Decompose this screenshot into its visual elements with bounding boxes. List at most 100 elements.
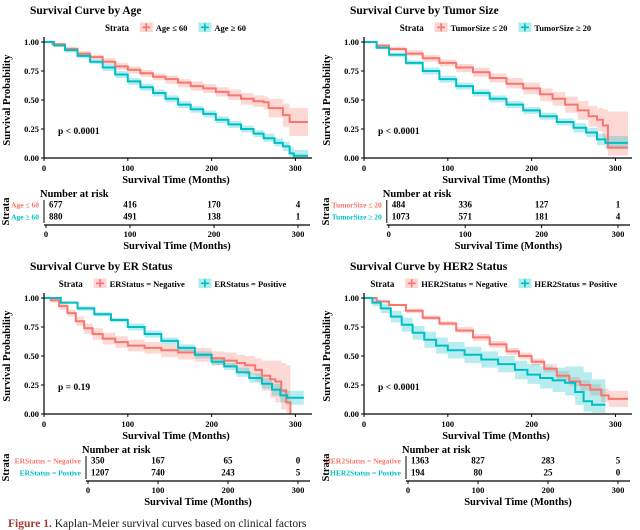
svg-text:Survival Time (Months): Survival Time (Months) [455, 241, 563, 252]
svg-text:300: 300 [292, 229, 305, 239]
svg-text:Strata: Strata [400, 23, 424, 33]
svg-text:350: 350 [91, 456, 105, 466]
svg-text:1073: 1073 [392, 212, 411, 222]
svg-text:ERStatus = Negative: ERStatus = Negative [110, 279, 185, 289]
svg-text:TumorSize ≤ 20: TumorSize ≤ 20 [451, 23, 508, 33]
svg-text:0: 0 [296, 456, 301, 466]
svg-text:Survival Time (Months): Survival Time (Months) [442, 431, 550, 442]
svg-text:0.00: 0.00 [344, 409, 359, 419]
svg-text:1363: 1363 [411, 456, 430, 466]
svg-text:Survival Time (Months): Survival Time (Months) [122, 175, 230, 186]
svg-text:p = 0.19: p = 0.19 [58, 383, 90, 393]
svg-text:Survival Curve by HER2 Status: Survival Curve by HER2 Status [350, 261, 508, 273]
svg-text:0: 0 [44, 229, 48, 239]
svg-text:200: 200 [542, 485, 555, 495]
svg-text:TumorSize ≥ 20: TumorSize ≥ 20 [332, 213, 382, 222]
svg-text:1: 1 [296, 212, 301, 222]
svg-text:194: 194 [411, 468, 425, 478]
svg-text:100: 100 [124, 229, 137, 239]
svg-text:0.75: 0.75 [24, 322, 39, 332]
svg-text:1.00: 1.00 [24, 37, 39, 47]
svg-text:0: 0 [42, 163, 46, 173]
svg-text:100: 100 [472, 485, 485, 495]
svg-text:100: 100 [121, 163, 134, 173]
svg-text:170: 170 [207, 200, 221, 210]
svg-text:5: 5 [296, 468, 301, 478]
svg-text:Strata: Strata [59, 279, 83, 289]
svg-text:0.50: 0.50 [344, 351, 359, 361]
svg-text:880: 880 [49, 212, 63, 222]
figure-caption-text: Kaplan-Meier survival curves based on cl… [54, 518, 307, 530]
svg-text:Strata: Strata [321, 453, 332, 482]
svg-text:100: 100 [152, 485, 165, 495]
svg-text:Strata: Strata [105, 23, 129, 33]
svg-text:0.50: 0.50 [24, 351, 39, 361]
svg-text:Survival Probability: Survival Probability [2, 310, 13, 402]
svg-text:Age ≤ 60: Age ≤ 60 [11, 201, 39, 210]
svg-text:484: 484 [392, 200, 406, 210]
svg-text:336: 336 [458, 200, 472, 210]
svg-text:HER2Status = Negative: HER2Status = Negative [325, 457, 402, 466]
svg-text:p < 0.0001: p < 0.0001 [58, 127, 100, 137]
svg-text:4: 4 [296, 200, 301, 210]
svg-text:0: 0 [387, 229, 391, 239]
svg-text:1: 1 [616, 200, 621, 210]
svg-text:100: 100 [459, 229, 472, 239]
svg-text:Survival Probability: Survival Probability [322, 54, 333, 146]
km-figure-grid: Survival Curve by Age Strata Age ≤ 60 Age ≥… [1, 5, 632, 508]
svg-text:0.25: 0.25 [344, 380, 359, 390]
svg-text:Survival Curve by ER Status: Survival Curve by ER Status [30, 261, 173, 273]
svg-text:Number at risk: Number at risk [402, 445, 471, 456]
svg-text:TumorSize ≤ 20: TumorSize ≤ 20 [332, 201, 382, 210]
svg-text:283: 283 [541, 456, 555, 466]
figure-caption: Figure 1. Kaplan-Meier survival curves b… [8, 518, 640, 530]
svg-text:1.00: 1.00 [24, 293, 39, 303]
svg-text:ERStatus = Postive: ERStatus = Postive [20, 469, 82, 478]
svg-text:Strata: Strata [321, 197, 332, 226]
svg-text:0.00: 0.00 [344, 153, 359, 163]
svg-text:TumorSize ≥ 20: TumorSize ≥ 20 [534, 23, 591, 33]
svg-text:300: 300 [292, 485, 305, 495]
svg-text:416: 416 [123, 200, 137, 210]
svg-text:300: 300 [289, 419, 302, 429]
svg-text:491: 491 [123, 212, 137, 222]
svg-text:200: 200 [222, 485, 235, 495]
svg-text:Survival Time (Months): Survival Time (Months) [464, 497, 572, 508]
svg-text:200: 200 [525, 163, 538, 173]
svg-text:Age ≤ 60: Age ≤ 60 [156, 23, 188, 33]
svg-text:Strata: Strata [1, 197, 12, 226]
svg-text:Strata: Strata [1, 453, 12, 482]
svg-text:HER2Status = Negative: HER2Status = Negative [421, 279, 507, 289]
svg-text:138: 138 [207, 212, 221, 222]
svg-text:Strata: Strata [370, 279, 394, 289]
svg-text:100: 100 [441, 419, 454, 429]
svg-text:243: 243 [221, 468, 235, 478]
svg-text:Survival Probability: Survival Probability [2, 54, 13, 146]
svg-text:Survival Time (Months): Survival Time (Months) [442, 175, 550, 186]
svg-text:0.25: 0.25 [24, 380, 39, 390]
svg-text:827: 827 [471, 456, 485, 466]
svg-text:80: 80 [474, 468, 484, 478]
svg-text:167: 167 [151, 456, 165, 466]
svg-text:Survival Time (Months): Survival Time (Months) [122, 431, 230, 442]
svg-text:0: 0 [616, 468, 621, 478]
svg-text:25: 25 [544, 468, 554, 478]
svg-text:0.50: 0.50 [24, 95, 39, 105]
svg-text:1.00: 1.00 [344, 293, 359, 303]
svg-text:200: 200 [205, 419, 218, 429]
svg-text:p < 0.0001: p < 0.0001 [378, 127, 420, 137]
svg-text:p < 0.0001: p < 0.0001 [378, 383, 420, 393]
svg-text:0: 0 [406, 485, 410, 495]
svg-text:ERStatus = Negative: ERStatus = Negative [15, 457, 82, 466]
svg-text:1.00: 1.00 [344, 37, 359, 47]
svg-text:1207: 1207 [91, 468, 110, 478]
svg-text:0.75: 0.75 [344, 66, 359, 76]
svg-text:HER2Status = Positive: HER2Status = Positive [534, 279, 617, 289]
svg-text:0: 0 [42, 419, 46, 429]
svg-text:0.75: 0.75 [24, 66, 39, 76]
svg-text:677: 677 [49, 200, 63, 210]
svg-text:0.25: 0.25 [24, 124, 39, 134]
